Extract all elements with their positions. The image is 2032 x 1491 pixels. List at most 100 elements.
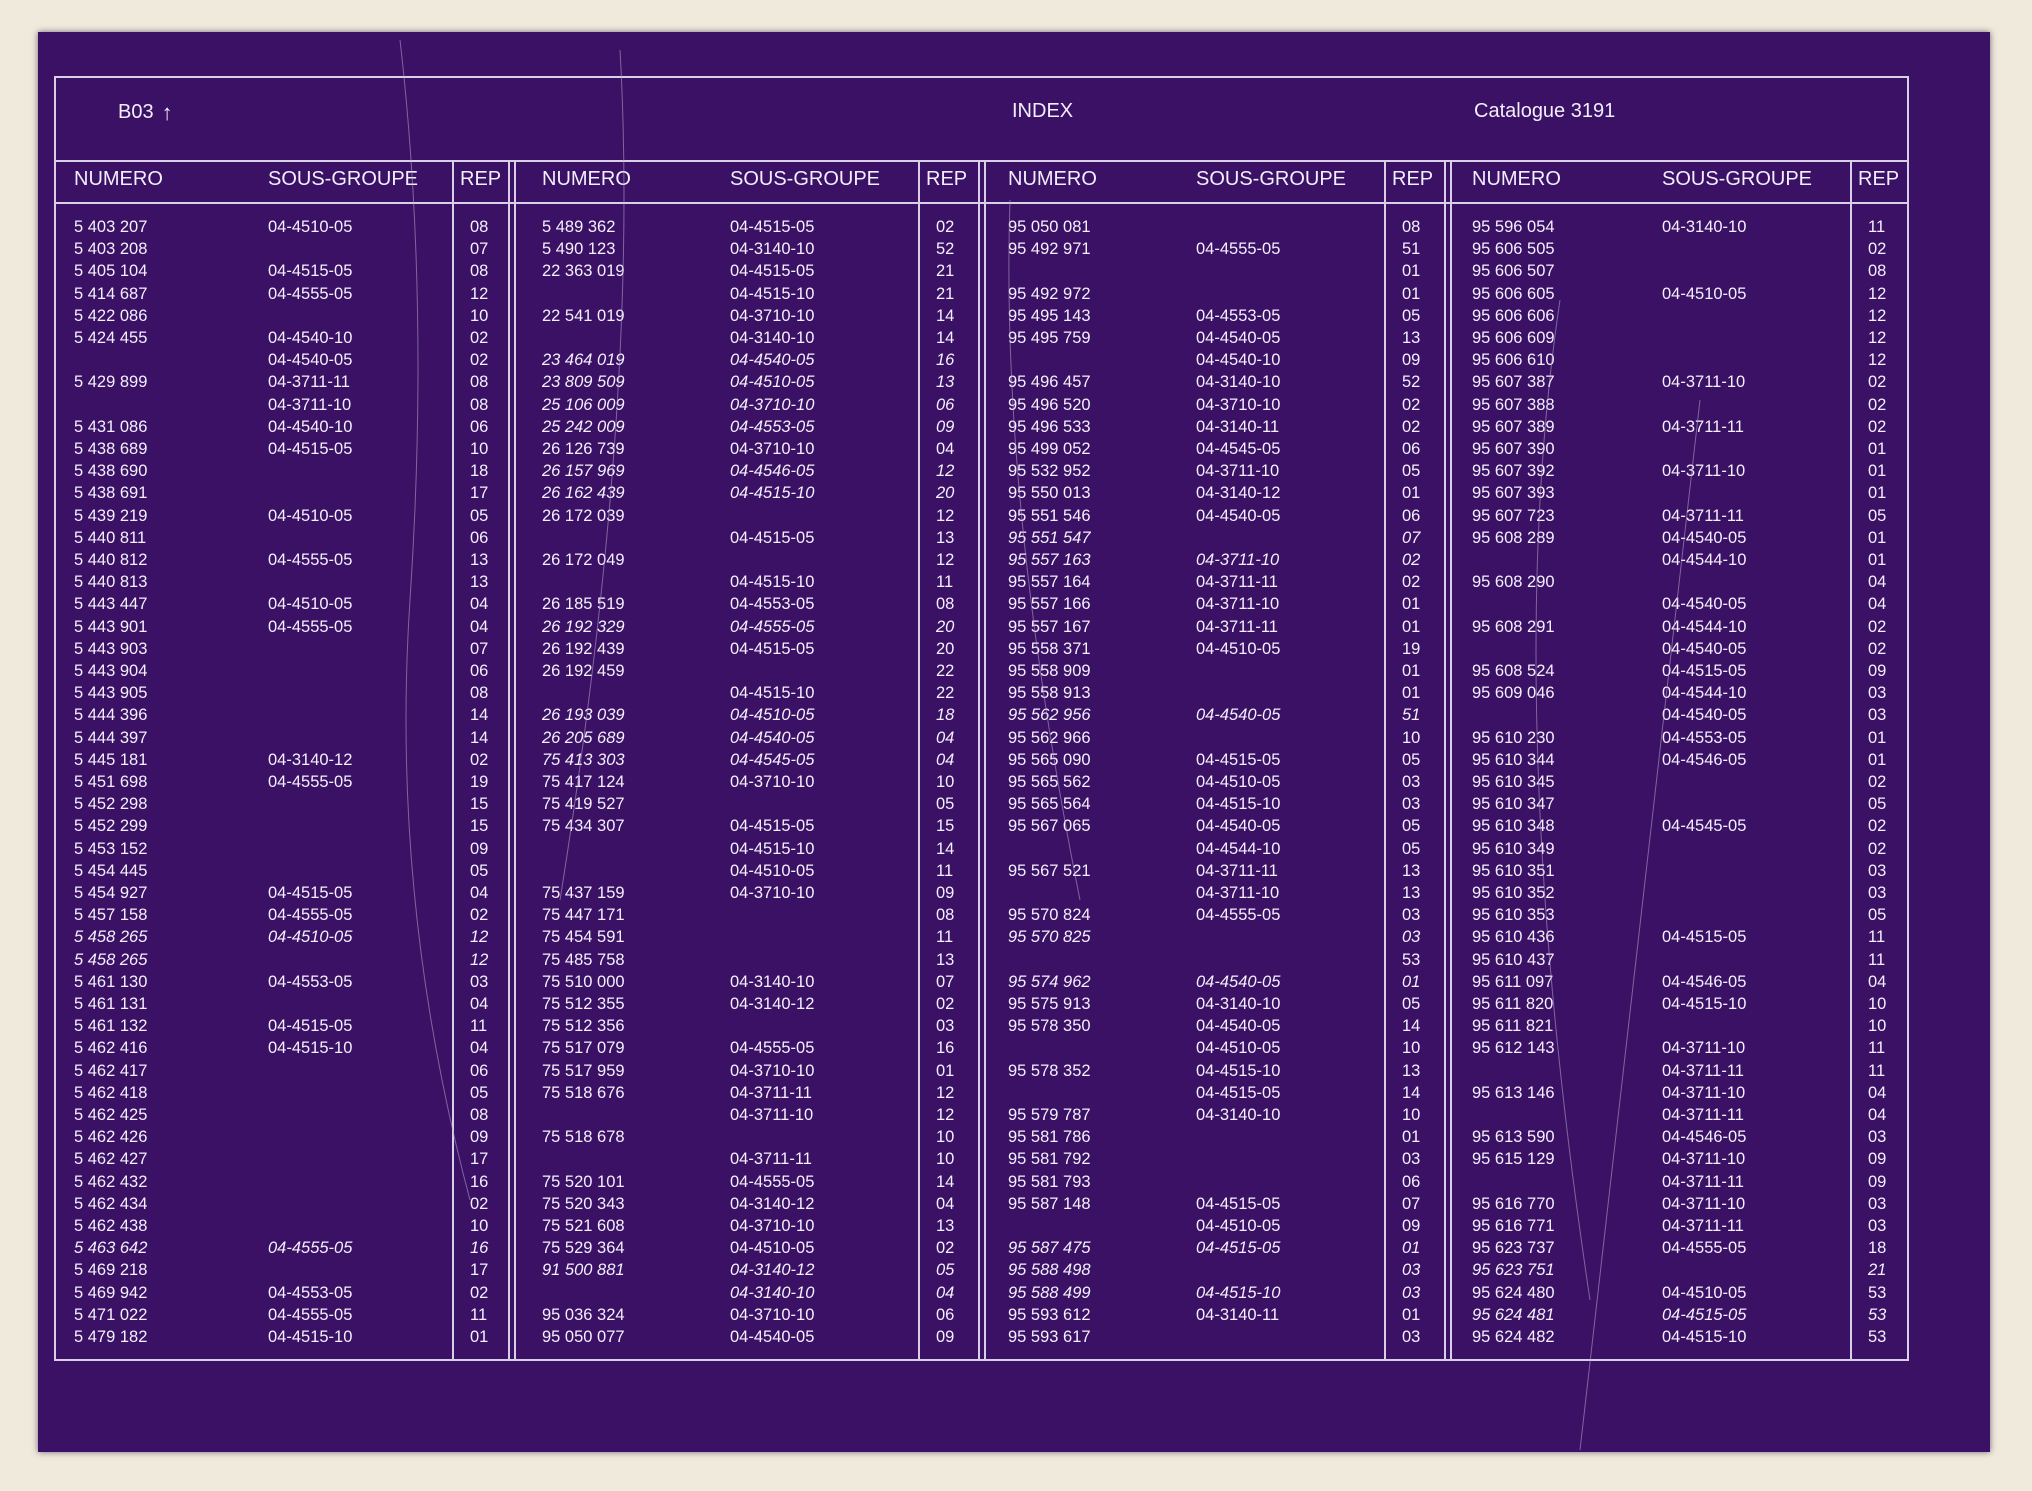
part-number: 95 606 605: [1472, 284, 1555, 303]
sub-group: 04-4515-05: [1662, 662, 1747, 680]
rep-number: 02: [1402, 551, 1421, 569]
table-row: 5 438 689 04-4515-05 10: [56, 438, 1907, 460]
rep-number: 07: [1402, 1194, 1421, 1213]
rep-number: 11: [1868, 928, 1886, 947]
part-number: 95 581 793: [1008, 1172, 1091, 1191]
table-row: 5 457 158 04-4555-05 02: [56, 904, 1907, 926]
part-number: 75 518 678: [542, 1128, 625, 1147]
part-number: 95 611 821: [1472, 1017, 1554, 1036]
part-number: 75 512 356: [542, 1017, 625, 1036]
table-row: 75 518 678 10: [56, 1126, 1907, 1148]
rep-number: 02: [936, 218, 955, 236]
sub-group: 04-4510-05: [1196, 1039, 1281, 1058]
table-row: 04-4540-05 02: [56, 638, 1907, 660]
sub-group: 04-4515-05: [1196, 1194, 1281, 1213]
part-number: 95 567 065: [1008, 817, 1091, 836]
table-row: 23 464 019 04-4540-05 16: [56, 349, 1907, 371]
part-number: 5 454 445: [74, 861, 148, 880]
part-number: 5 462 432: [74, 1172, 148, 1191]
part-number: 95 496 520: [1008, 395, 1091, 414]
table-row: 25 242 009 04-4553-05 09: [56, 416, 1907, 438]
rep-number: 13: [936, 950, 955, 969]
rep-number: 02: [1868, 240, 1887, 259]
table-row: 95 581 792 03: [56, 1148, 1907, 1170]
rep-number: 11: [936, 928, 954, 947]
sub-group: 04-3140-12: [1196, 484, 1281, 503]
table-row: 95 610 230 04-4553-05 01: [56, 727, 1907, 749]
rep-number: 10: [1402, 1106, 1421, 1124]
rep-number: 52: [1402, 373, 1421, 392]
table-row: 95 607 387 04-3711-10 02: [56, 371, 1907, 393]
sub-group: 04-4540-05: [1662, 639, 1747, 658]
rep-number: 01: [1868, 528, 1887, 547]
rep-number: 01: [1402, 972, 1421, 991]
part-number: 75 454 591: [542, 928, 625, 947]
part-number: 23 464 019: [542, 351, 625, 370]
sub-group: 04-4546-05: [1662, 972, 1747, 991]
rep-number: 06: [1402, 1172, 1421, 1191]
part-number: 95 613 146: [1472, 1083, 1555, 1102]
part-number: 5 445 181: [74, 750, 148, 769]
rep-number: 04: [1868, 595, 1887, 614]
rep-number: 11: [470, 1017, 488, 1036]
table-row: 95 616 771 04-3711-11 03: [56, 1215, 1907, 1237]
table-row: 5 438 691 17: [56, 482, 1907, 504]
rep-number: 01: [1402, 617, 1421, 636]
table-row: 95 565 564 04-4515-10 03: [56, 793, 1907, 815]
rep-divider: [918, 162, 920, 1359]
part-number: 95 578 350: [1008, 1017, 1091, 1036]
part-number: 75 419 527: [542, 795, 625, 814]
sub-group: 04-4515-05: [730, 262, 815, 281]
rep-number: 06: [936, 1305, 955, 1324]
sub-group: 04-4553-05: [1662, 728, 1747, 747]
part-number: 95 050 077: [542, 1328, 625, 1346]
table-row: 26 172 039 12: [56, 505, 1907, 527]
part-number: 75 520 101: [542, 1172, 625, 1191]
sub-group: 04-4515-05: [268, 1017, 353, 1036]
table-row: 5 439 219 04-4510-05 05: [56, 505, 1907, 527]
table-row: 95 606 606 12: [56, 305, 1907, 327]
table-row: 95 610 349 02: [56, 838, 1907, 860]
rep-number: 13: [936, 1217, 955, 1235]
sub-group: 04-4555-05: [1662, 1239, 1747, 1258]
table-row: 95 596 054 04-3140-10 11: [56, 216, 1907, 238]
part-number: 5 414 687: [74, 284, 148, 303]
table-row: 95 607 723 04-3711-11 05: [56, 505, 1907, 527]
sub-group: 04-4510-05: [1196, 1217, 1281, 1235]
table-row: 22 541 019 04-3710-10 14: [56, 305, 1907, 327]
table-row: 5 469 942 04-4553-05 02: [56, 1282, 1907, 1304]
part-number: 95 492 972: [1008, 284, 1091, 303]
sub-group: 04-4555-05: [268, 617, 353, 636]
table-row: 5 479 182 04-4515-10 01: [56, 1326, 1907, 1348]
rep-number: 53: [1402, 950, 1421, 969]
part-number: 95 616 771: [1472, 1217, 1555, 1235]
part-number: 95 608 291: [1472, 617, 1555, 636]
sub-group: 04-4515-05: [730, 639, 815, 658]
rep-number: 05: [470, 1083, 489, 1102]
part-number: 95 558 909: [1008, 662, 1091, 680]
rep-number: 20: [936, 484, 955, 503]
table-row: 5 489 362 04-4515-05 02: [56, 216, 1907, 238]
rep-number: 08: [936, 906, 955, 925]
part-number: 95 611 097: [1472, 972, 1554, 991]
rep-number: 01: [1402, 484, 1421, 503]
part-number: 95 495 759: [1008, 329, 1091, 347]
rep-number: 03: [1402, 1261, 1421, 1280]
rep-number: 13: [470, 573, 489, 592]
rep-number: 07: [470, 639, 489, 658]
part-number: 26 192 329: [542, 617, 625, 636]
rep-number: 08: [1402, 218, 1421, 236]
rep-number: 12: [470, 284, 489, 303]
part-number: 75 417 124: [542, 773, 625, 791]
table-row: 5 461 131 04: [56, 993, 1907, 1015]
table-row: 95 492 971 04-4555-05 51: [56, 238, 1907, 260]
sub-group: 04-4515-10: [730, 484, 815, 503]
sub-group: 04-3711-10: [730, 1106, 814, 1124]
table-row: 5 414 687 04-4555-05 12: [56, 283, 1907, 305]
col-header-sous-groupe: SOUS-GROUPE: [1662, 168, 1813, 190]
part-number: 25 242 009: [542, 417, 625, 436]
part-number: 5 462 438: [74, 1217, 148, 1235]
table-row: 95 613 146 04-3711-10 04: [56, 1082, 1907, 1104]
table-row: 26 192 329 04-4555-05 20: [56, 616, 1907, 638]
part-number: 75 517 079: [542, 1039, 625, 1058]
